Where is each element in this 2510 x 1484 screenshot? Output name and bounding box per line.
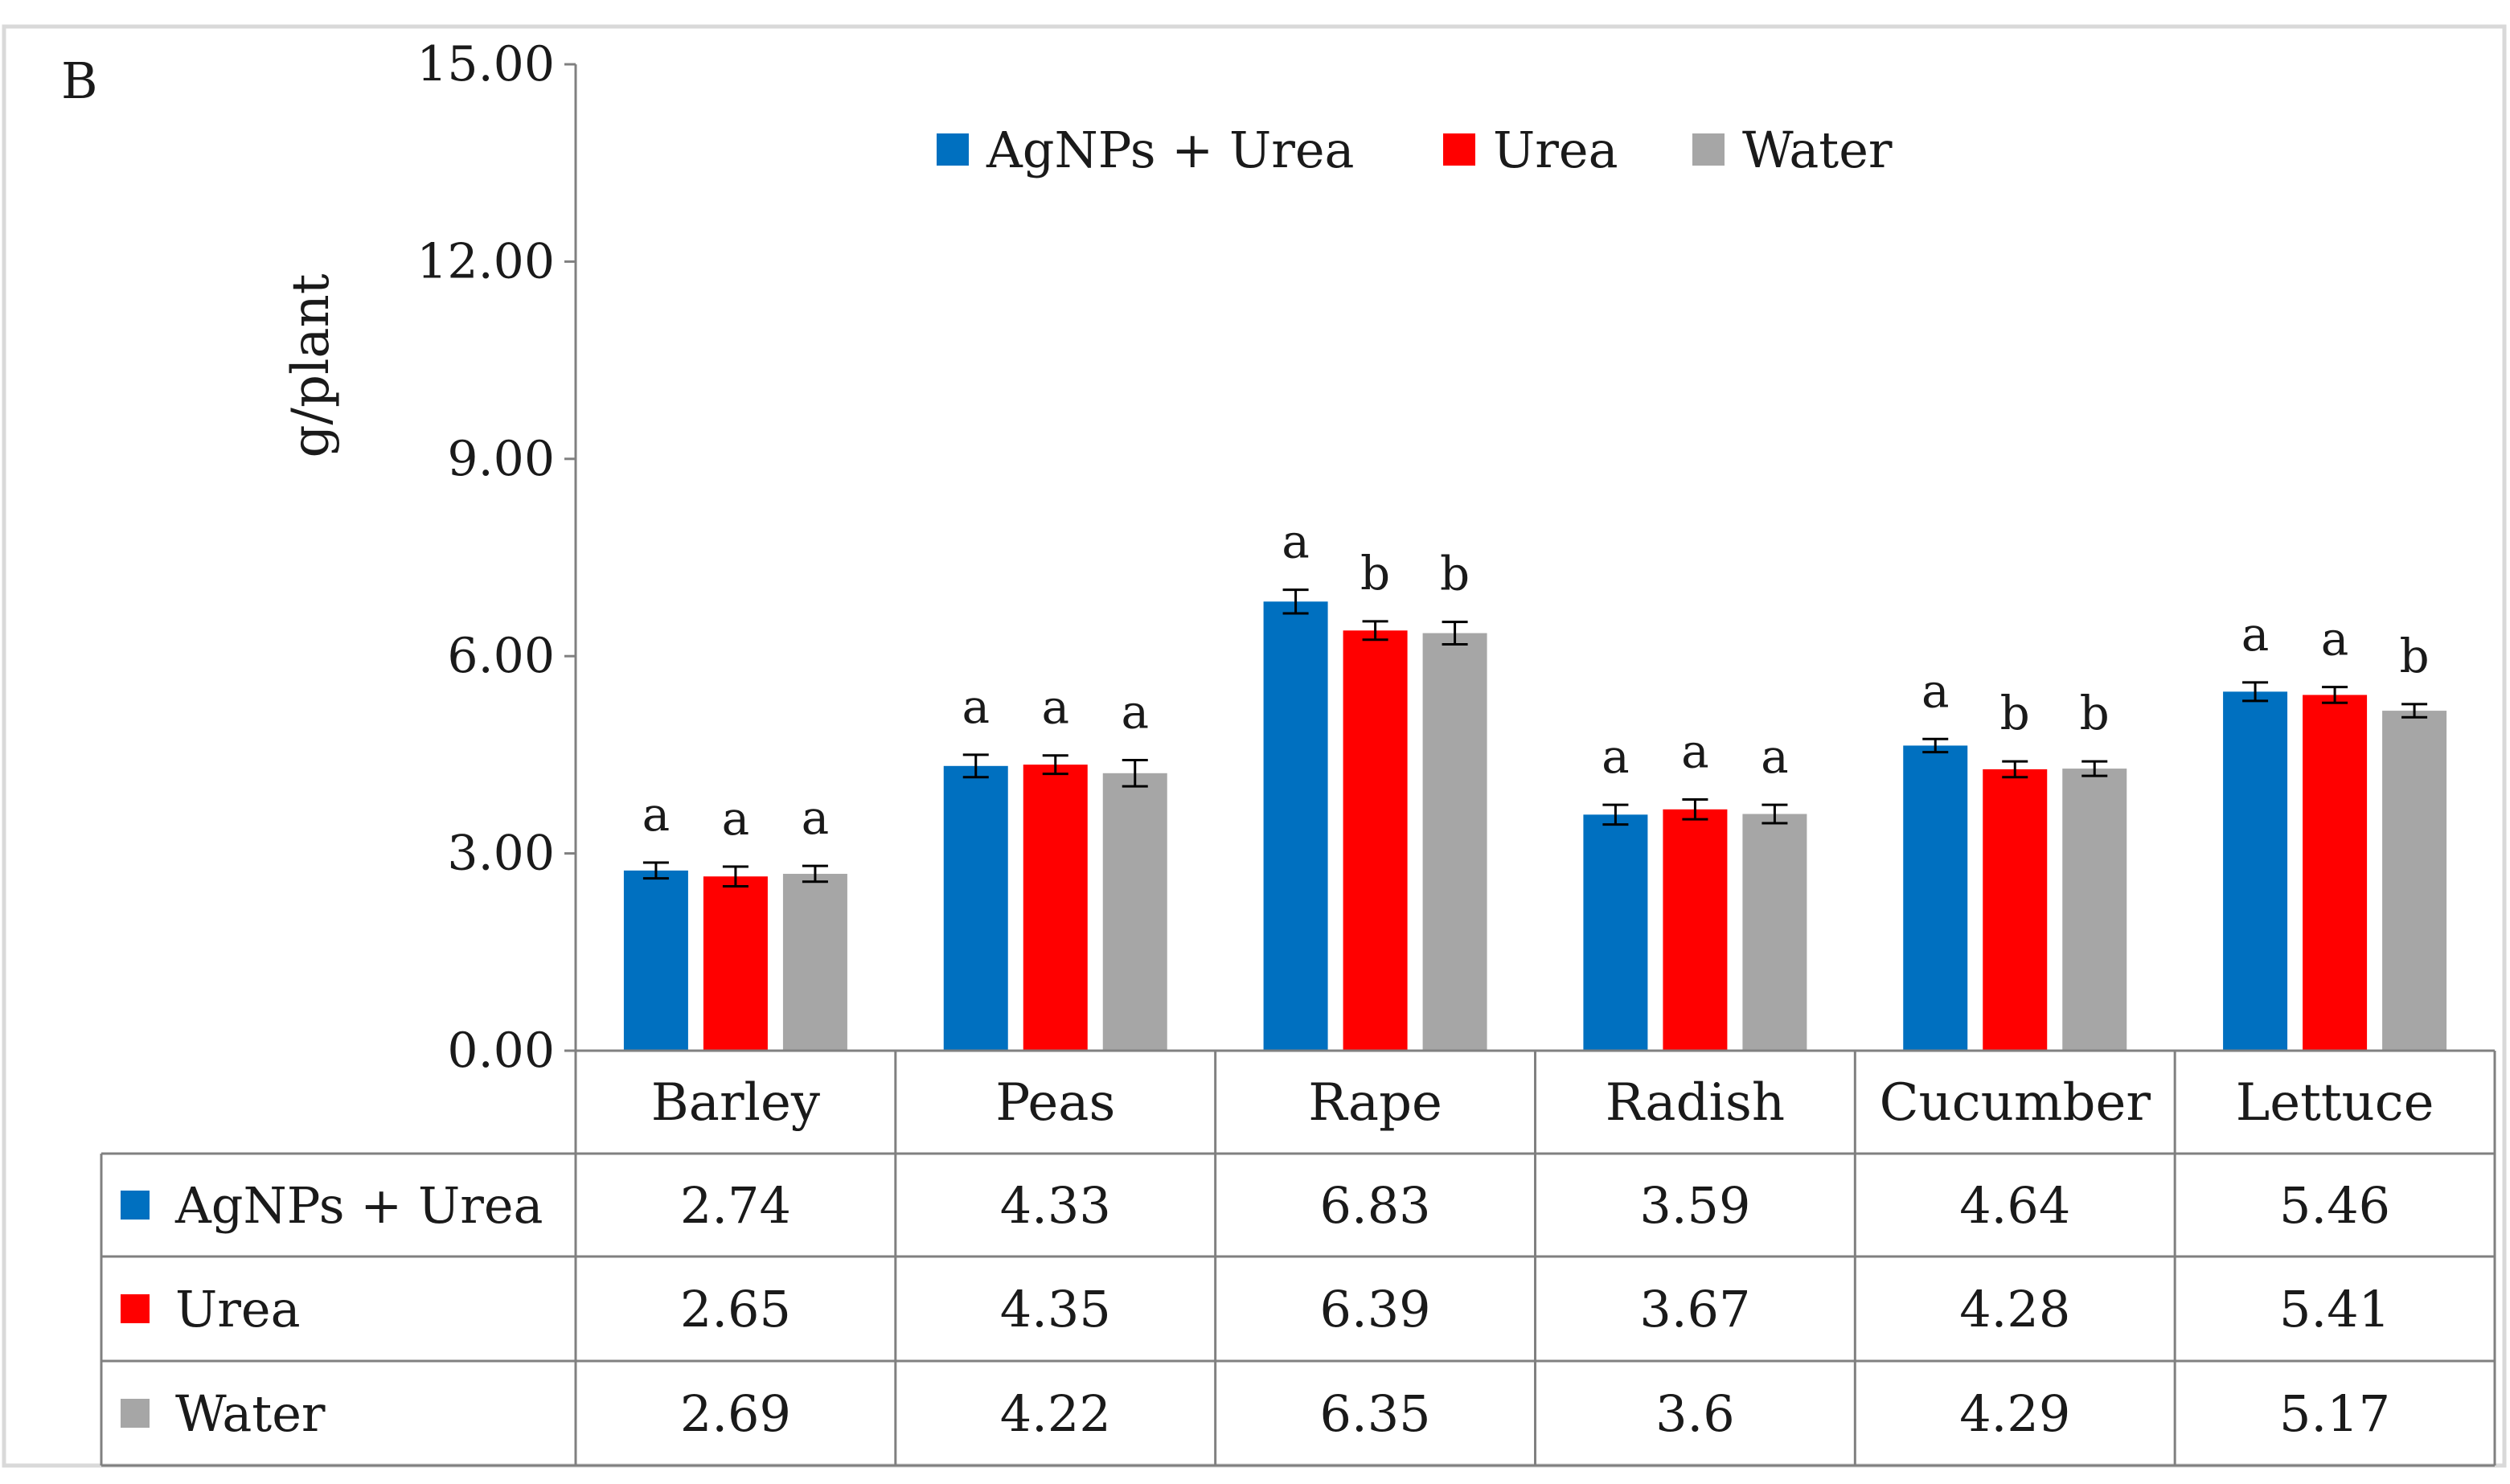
legend-label: AgNPs + Urea <box>986 121 1355 179</box>
significance-letter: a <box>2241 607 2270 662</box>
category-label: Barley <box>651 1073 820 1133</box>
significance-letter: a <box>802 790 830 845</box>
y-tick-label: 0.00 <box>447 1023 555 1079</box>
data-table: Barley Peas Rape Radish Cucumber Lettuce AgNPs… <box>100 1049 2496 1467</box>
significance-letter: a <box>722 791 750 846</box>
significance-letter: b <box>2080 686 2110 740</box>
table-cell: 4.29 <box>1959 1384 2070 1443</box>
y-axis: 0.00 3.00 6.00 9.00 12.00 15.00 <box>416 36 577 1079</box>
series-row-label: AgNPs + Urea <box>174 1176 543 1235</box>
series-row-label: Urea <box>175 1280 301 1338</box>
table-cell: 4.33 <box>1000 1176 1111 1235</box>
bar <box>1583 814 1648 1051</box>
significance-letter: a <box>1041 680 1069 735</box>
table-legend-key <box>121 1191 150 1220</box>
bar <box>1742 814 1807 1051</box>
significance-letter: b <box>1360 546 1390 601</box>
bar <box>1422 633 1487 1051</box>
bar <box>623 870 688 1051</box>
significance-letter: a <box>1921 663 1950 718</box>
table-cell: 4.64 <box>1959 1176 2070 1235</box>
bar <box>1903 745 1968 1051</box>
significance-letter: a <box>1761 729 1789 784</box>
y-axis-label: g/plant <box>281 273 341 457</box>
legend: AgNPs + Urea Urea Water <box>937 121 1893 179</box>
category-label: Rape <box>1308 1073 1442 1133</box>
table-cell: 4.22 <box>1000 1384 1111 1443</box>
bar <box>943 765 1008 1051</box>
table-cell: 4.35 <box>1000 1280 1111 1338</box>
table-cell: 6.39 <box>1320 1280 1431 1338</box>
category-label: Cucumber <box>1880 1073 2151 1133</box>
bar <box>1663 809 1728 1051</box>
bar <box>703 876 768 1051</box>
table-cell: 3.67 <box>1639 1280 1750 1338</box>
legend-swatch <box>1692 133 1725 166</box>
y-tick-label: 9.00 <box>447 431 555 487</box>
significance-letter: b <box>1440 547 1470 601</box>
legend-label: Water <box>1742 121 1893 179</box>
bar <box>1263 601 1328 1051</box>
y-tick-label: 3.00 <box>447 826 555 882</box>
significance-letter: a <box>1282 514 1310 569</box>
table-cell: 2.74 <box>680 1176 791 1235</box>
bar <box>2382 711 2447 1051</box>
significance-letter: a <box>642 787 671 842</box>
figure-border <box>2 24 2507 1468</box>
legend-swatch <box>937 133 969 166</box>
y-tick-label: 12.00 <box>416 233 555 289</box>
bar <box>1983 769 2048 1051</box>
table-cell: 3.59 <box>1639 1176 1750 1235</box>
significance-letter: a <box>1602 729 1630 784</box>
bar <box>1023 765 1088 1051</box>
table-cell: 4.28 <box>1959 1280 2070 1338</box>
legend-label: Urea <box>1493 121 1618 179</box>
significance-letter: a <box>1681 724 1709 779</box>
table-cell: 3.6 <box>1655 1384 1735 1443</box>
category-label: Lettuce <box>2236 1073 2434 1133</box>
y-tick-label: 15.00 <box>416 36 555 92</box>
table-cell: 6.83 <box>1320 1176 1431 1235</box>
category-label: Peas <box>995 1073 1115 1133</box>
bar <box>2062 769 2127 1051</box>
bar <box>1343 630 1408 1051</box>
table-legend-key <box>121 1399 150 1428</box>
bar <box>1102 773 1167 1051</box>
significance-letter: a <box>1121 684 1149 739</box>
bar <box>2303 695 2368 1051</box>
table-cell: 2.69 <box>680 1384 791 1443</box>
panel-label: B <box>61 51 98 110</box>
significance-letter: b <box>2000 686 2030 740</box>
table-legend-key <box>121 1294 150 1323</box>
bar <box>782 873 847 1051</box>
significance-letter: a <box>962 679 990 734</box>
significance-letter: a <box>2321 612 2349 666</box>
table-cell: 5.46 <box>2279 1176 2390 1235</box>
table-cell: 5.41 <box>2279 1280 2390 1338</box>
bar <box>2223 691 2288 1051</box>
table-cell: 2.65 <box>680 1280 791 1338</box>
y-tick-label: 6.00 <box>447 628 555 684</box>
legend-swatch <box>1443 133 1475 166</box>
series-row-label: Water <box>175 1384 326 1443</box>
category-label: Radish <box>1606 1073 1785 1133</box>
table-cell: 6.35 <box>1320 1384 1431 1443</box>
table-cell: 5.17 <box>2279 1384 2390 1443</box>
bars: a a aa a aab ba a aa b ba a b <box>623 514 2447 1051</box>
significance-letter: b <box>2400 629 2430 683</box>
